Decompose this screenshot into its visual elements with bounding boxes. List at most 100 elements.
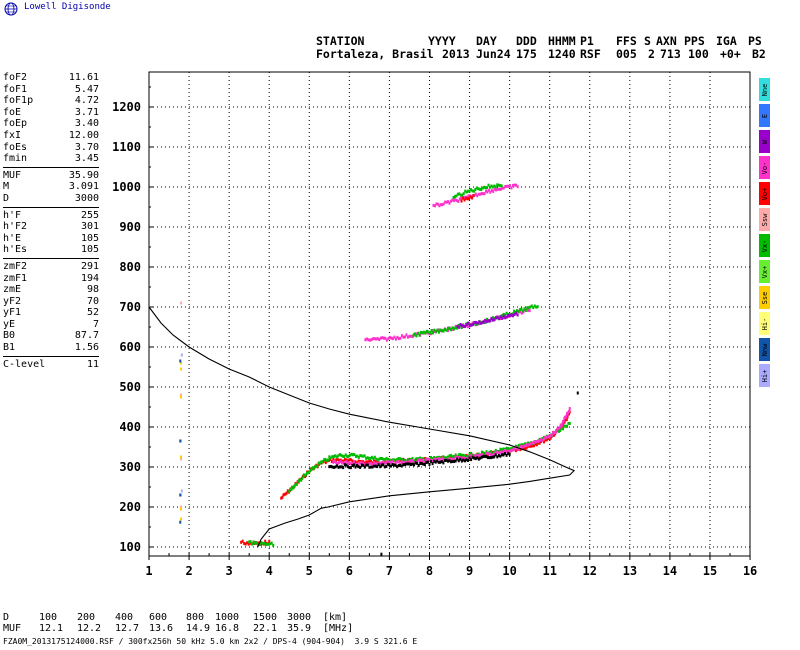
echo-point [391, 458, 394, 462]
x-tick-label: 7 [386, 564, 393, 578]
echo-point [459, 453, 462, 457]
echo-point [522, 443, 525, 447]
echo-point [346, 455, 349, 459]
distance-cell: 200 [77, 612, 96, 623]
echo-point [336, 457, 339, 461]
x-tick-label: 3 [226, 564, 233, 578]
echo-point [381, 457, 384, 461]
echo-point [422, 330, 425, 334]
echo-point [399, 336, 402, 340]
echo-point [555, 430, 558, 434]
echo-point [373, 337, 376, 341]
echo-point [391, 459, 394, 463]
echo-point [435, 330, 438, 334]
echo-point [261, 541, 264, 545]
echo-point [423, 460, 426, 464]
echo-point [439, 460, 442, 464]
y-tick-label: 600 [119, 340, 141, 354]
echo-point [493, 450, 496, 454]
echo-point [496, 187, 499, 191]
legend-label: Vx- [760, 239, 769, 252]
echo-point [383, 465, 386, 469]
echo-point [399, 457, 402, 461]
echo-point [516, 309, 519, 313]
echo-point [363, 463, 366, 467]
echo-point [565, 417, 568, 421]
echo-point [535, 443, 538, 447]
y-tick-label: 900 [119, 220, 141, 234]
param-foes: foEs 3.70 [3, 142, 99, 154]
echo-point [379, 336, 382, 340]
echo-point [465, 458, 468, 462]
echo-point [467, 454, 470, 458]
echo-point [460, 457, 463, 461]
echo-point [524, 442, 527, 446]
echo-point [338, 460, 341, 464]
echo-traces [179, 183, 579, 556]
echo-point [382, 463, 385, 467]
echo-point [450, 460, 453, 464]
echo-point [384, 336, 387, 340]
echo-point [332, 460, 335, 464]
echo-point [180, 517, 183, 521]
echo-point [460, 459, 463, 463]
echo-point [388, 463, 391, 467]
echo-point [397, 337, 400, 341]
legend-label: E [760, 113, 769, 118]
param-value: 98 [86, 284, 99, 296]
echo-point [457, 453, 460, 457]
echo-point [481, 186, 484, 190]
echo-point [508, 452, 511, 456]
echo-point [301, 476, 304, 480]
echo-point [337, 454, 340, 458]
echo-point [493, 184, 496, 188]
echo-point [527, 306, 530, 310]
profile-line [148, 306, 576, 548]
echo-point [512, 183, 515, 187]
echo-point [346, 459, 349, 463]
echo-point [525, 443, 528, 447]
echo-point [456, 457, 459, 461]
echo-point [433, 328, 436, 332]
echo-point [341, 454, 344, 458]
echo-point [457, 199, 460, 203]
echo-point [396, 460, 399, 464]
echo-point [512, 314, 515, 318]
param-yf1: yF1 52 [3, 307, 99, 319]
echo-point [425, 460, 428, 464]
echo-point [419, 456, 422, 460]
distance-cell: 100 [39, 612, 58, 623]
echo-point [465, 196, 468, 200]
echo-point [487, 456, 490, 460]
echo-point [326, 458, 329, 462]
echo-point [300, 478, 303, 482]
echo-point [496, 316, 499, 320]
muf-cell: 12.2 [77, 623, 102, 634]
echo-point [488, 319, 491, 323]
echo-point [458, 197, 461, 201]
echo-point [366, 460, 369, 464]
echo-point [464, 324, 467, 328]
echo-point [467, 458, 470, 462]
echo-point [180, 301, 183, 305]
echo-point [282, 493, 285, 497]
legend-label: W [760, 139, 769, 144]
echo-point [486, 186, 489, 190]
x-tick-label: 5 [306, 564, 313, 578]
echo-point [568, 412, 571, 416]
echo-point [423, 457, 426, 461]
echo-point [453, 194, 456, 198]
param-name: h'F2 [3, 221, 28, 233]
x-tick-label: 6 [346, 564, 353, 578]
echo-point [497, 451, 500, 455]
echo-point [508, 449, 511, 453]
x-tick-label: 11 [542, 564, 556, 578]
echo-point [545, 438, 548, 442]
echo-point [483, 454, 486, 458]
param-value: 255 [80, 209, 99, 221]
echo-point [310, 467, 313, 471]
echo-point [396, 457, 399, 461]
param-hf: h'F 255 [3, 210, 99, 222]
echo-point [490, 184, 493, 188]
echo-point [332, 455, 335, 459]
